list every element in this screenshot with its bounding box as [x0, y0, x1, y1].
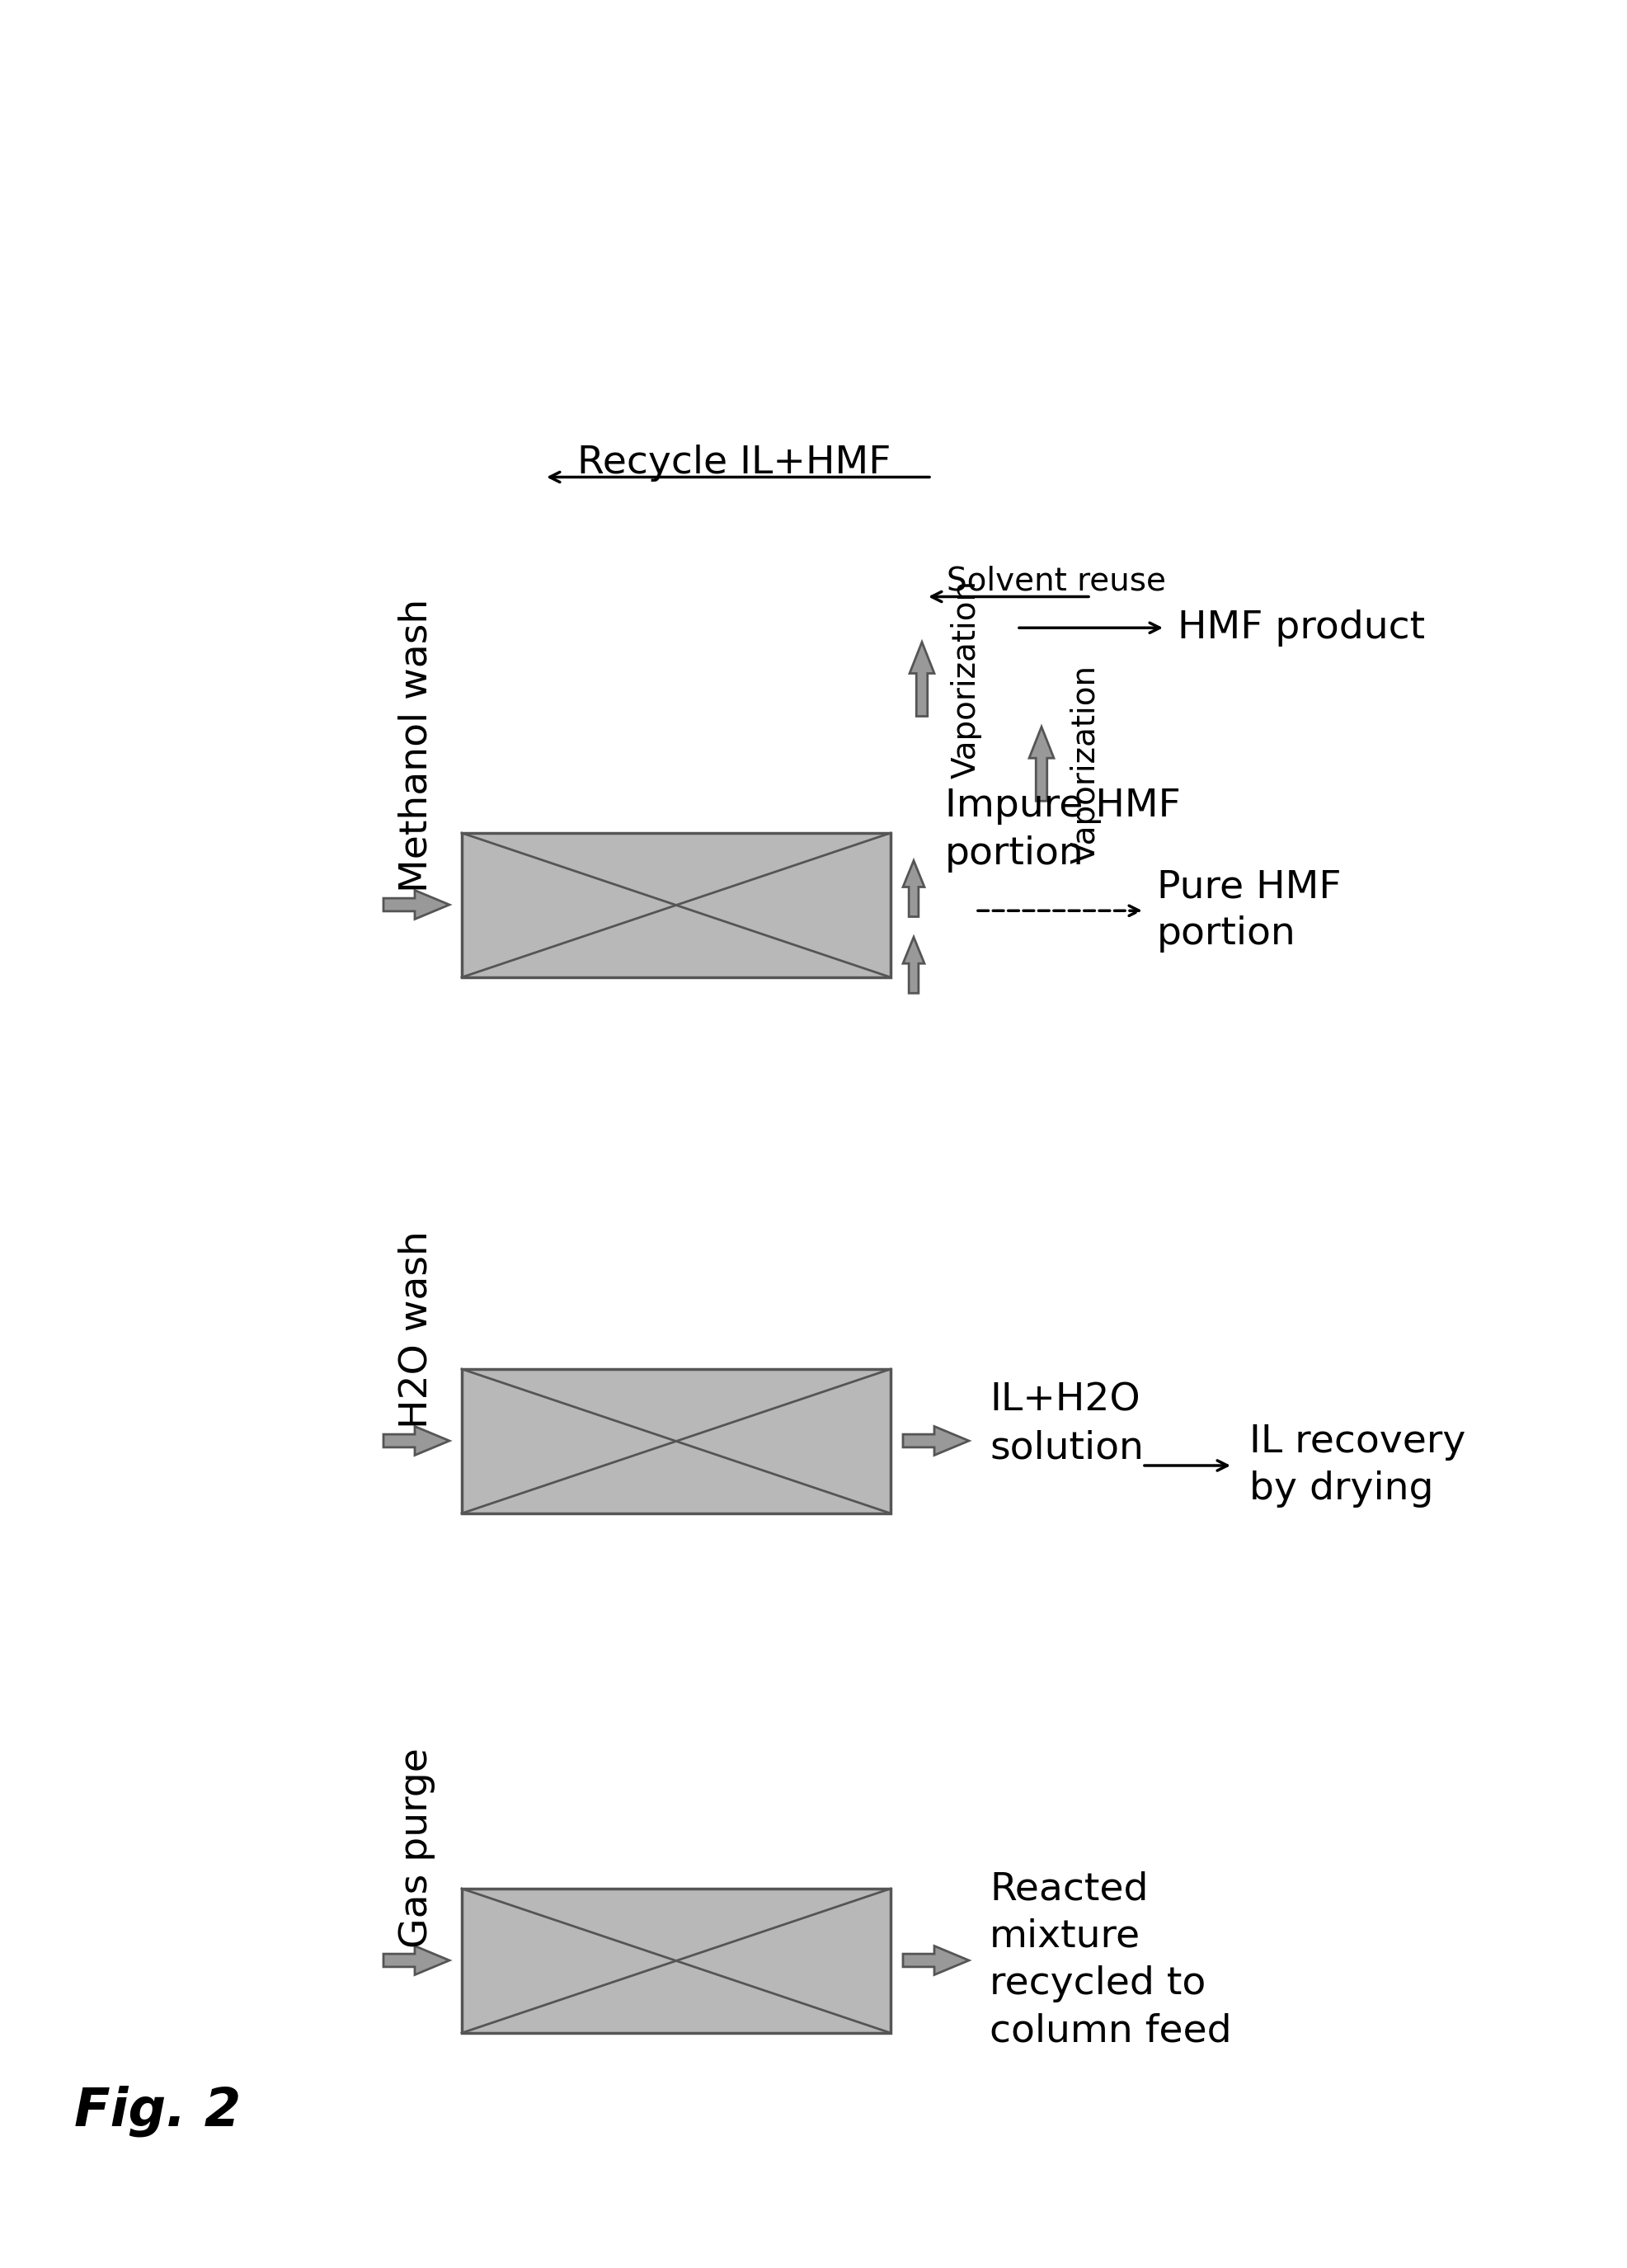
FancyArrow shape [903, 860, 924, 916]
FancyArrow shape [903, 1946, 970, 1975]
FancyArrow shape [909, 642, 934, 717]
FancyArrow shape [384, 1427, 449, 1456]
FancyArrow shape [903, 937, 924, 993]
Text: Vaporization: Vaporization [950, 581, 983, 778]
Text: Recycle IL+HMF: Recycle IL+HMF [578, 445, 892, 481]
Text: IL+H2O
solution: IL+H2O solution [989, 1381, 1144, 1467]
Text: Fig. 2: Fig. 2 [75, 2087, 241, 2136]
Text: HMF product: HMF product [1178, 610, 1425, 646]
Text: Pure HMF
portion: Pure HMF portion [1157, 869, 1341, 953]
Text: H2O wash: H2O wash [399, 1232, 434, 1429]
FancyArrow shape [384, 891, 449, 919]
Text: Solvent reuse: Solvent reuse [947, 565, 1167, 596]
Text: Impure HMF
portion: Impure HMF portion [945, 787, 1181, 873]
Text: IL recovery
by drying: IL recovery by drying [1250, 1424, 1466, 1508]
FancyArrow shape [903, 1427, 970, 1456]
Text: Vaporization: Vaporization [1071, 665, 1101, 864]
FancyArrow shape [384, 1946, 449, 1975]
Bar [462, 1889, 890, 2032]
Text: Reacted
mixture
recycled to
column feed: Reacted mixture recycled to column feed [989, 1871, 1232, 2050]
FancyArrow shape [1030, 726, 1054, 801]
Bar [462, 832, 890, 978]
Text: Methanol wash: Methanol wash [399, 599, 434, 891]
Text: Gas purge: Gas purge [399, 1749, 434, 1948]
Bar [462, 1370, 890, 1513]
